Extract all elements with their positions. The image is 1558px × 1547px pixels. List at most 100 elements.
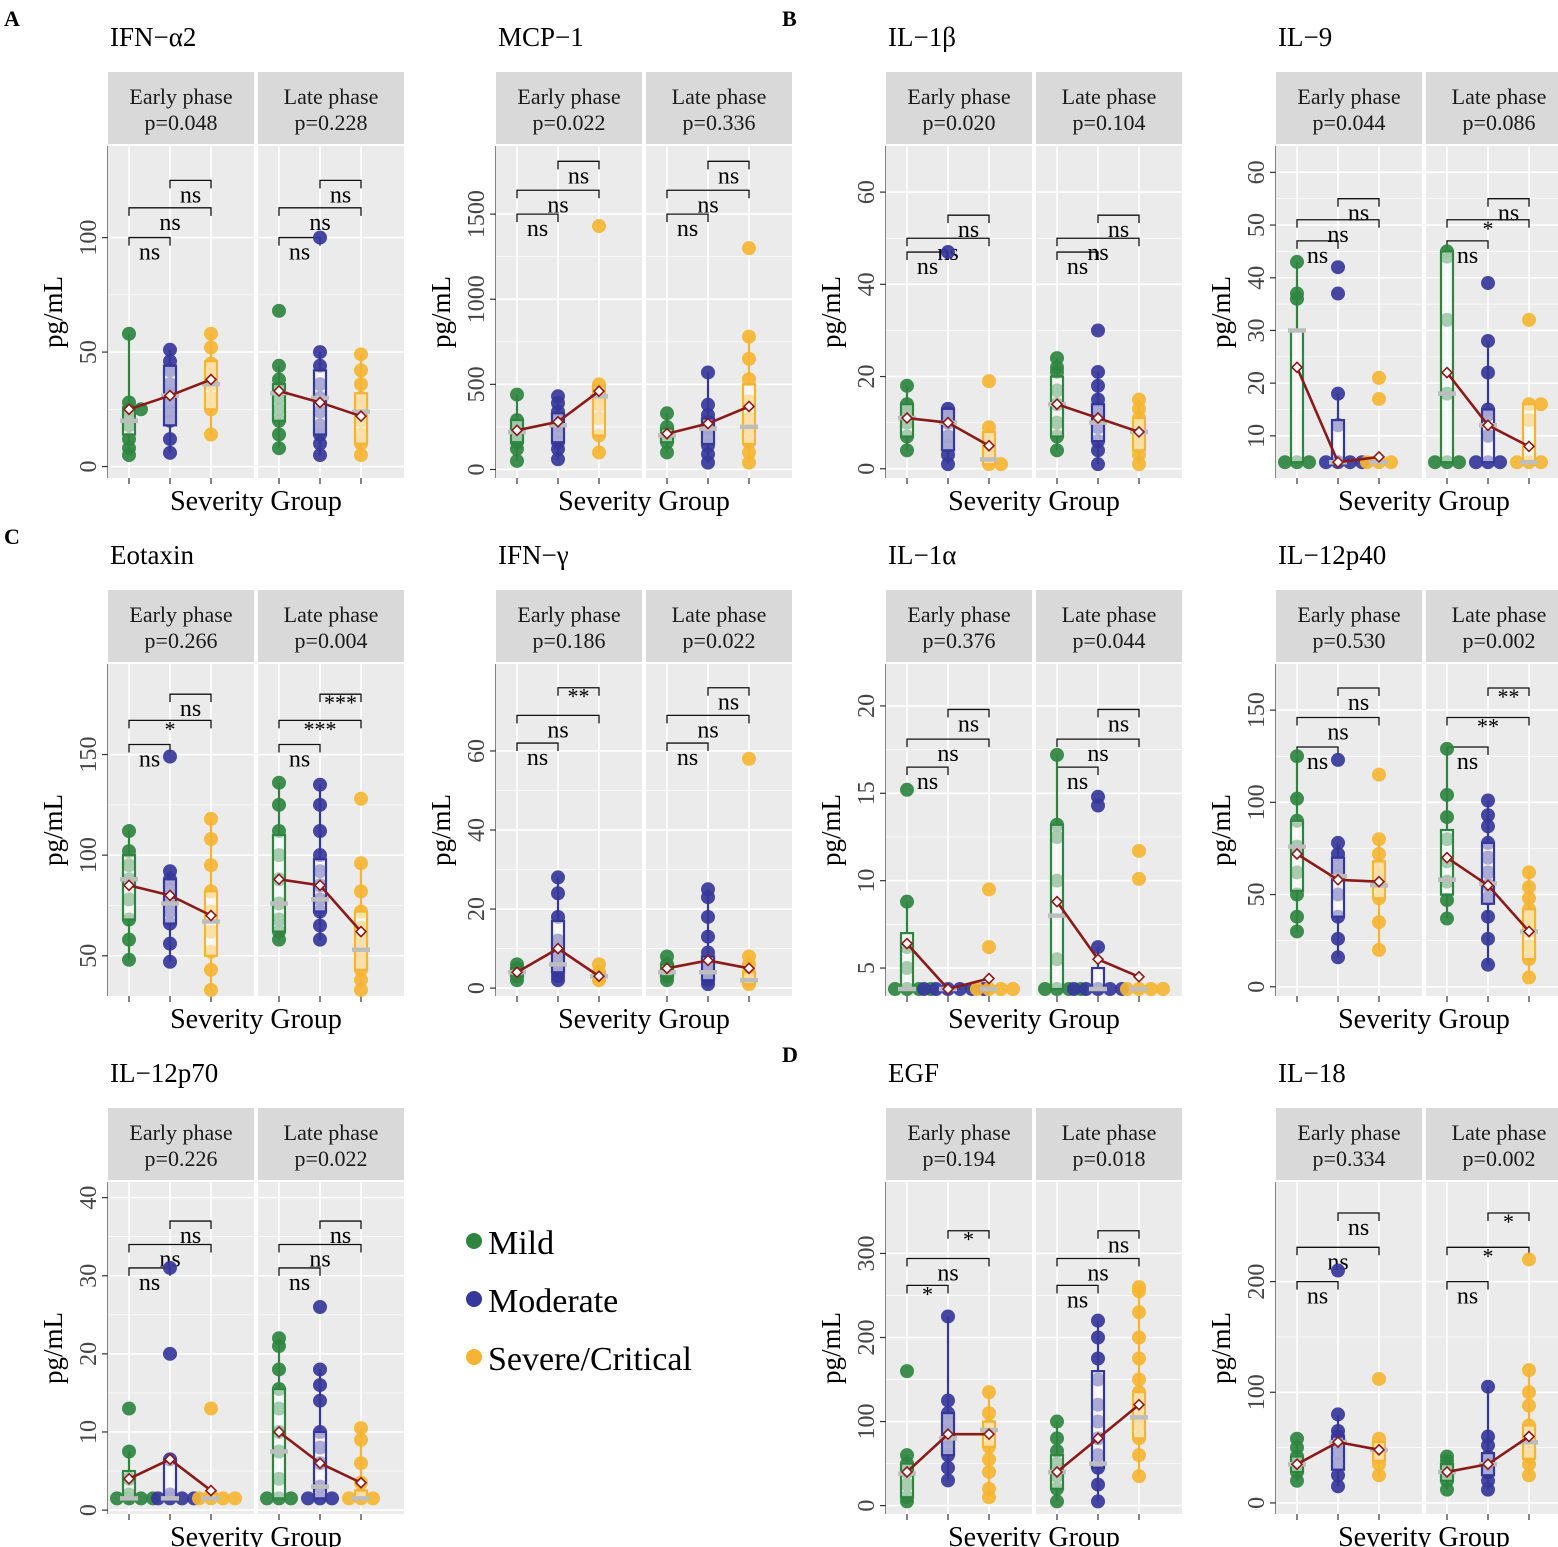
data-point xyxy=(941,245,955,260)
sig-bracket xyxy=(516,213,559,223)
data-point xyxy=(1006,982,1020,997)
box xyxy=(940,407,956,452)
sig-bracket xyxy=(707,687,750,696)
sig-label: * xyxy=(1503,1209,1514,1234)
facet-strip-pvalue: p=0.334 xyxy=(1313,1146,1386,1171)
mean-diamond xyxy=(1132,425,1146,439)
y-tick-label: 50 xyxy=(1244,213,1270,237)
sig-label: ns xyxy=(1307,1284,1328,1310)
sig-label: ns xyxy=(1087,741,1108,767)
data-point xyxy=(742,751,756,766)
sig-bracket xyxy=(1446,219,1530,228)
y-tick-label: 40 xyxy=(76,1186,102,1210)
sig-bracket xyxy=(278,1243,362,1253)
sig-bracket xyxy=(1487,198,1530,207)
y-tick-label: 15 xyxy=(854,781,880,805)
facet-strip-pvalue: p=0.048 xyxy=(145,110,218,135)
data-point xyxy=(1469,455,1483,470)
plot-title: IL−18 xyxy=(1278,1058,1346,1088)
mean-diamond xyxy=(1132,1398,1146,1411)
sig-label: ns xyxy=(159,210,180,236)
sig-bracket xyxy=(1056,738,1140,748)
sig-label: ns xyxy=(1457,1284,1478,1310)
facet-strip-title: Late phase xyxy=(1062,1120,1157,1145)
group-severe xyxy=(740,241,758,470)
y-tick-label: 60 xyxy=(1244,160,1270,184)
y-tick-label: 0 xyxy=(1244,981,1270,993)
sig-bracket xyxy=(947,708,990,718)
data-point xyxy=(122,1401,136,1416)
legend-label: Mild xyxy=(488,1225,554,1262)
sig-label: ns xyxy=(139,240,160,266)
group-mild xyxy=(1278,254,1316,470)
mean-diamond xyxy=(313,1457,327,1470)
group-severe xyxy=(202,811,220,997)
sig-label: ns xyxy=(309,210,330,236)
box xyxy=(1521,403,1537,464)
sig-label: ns xyxy=(1457,243,1478,269)
sig-label: ns xyxy=(937,741,958,767)
mean-diamond xyxy=(900,411,914,425)
sig-bracket xyxy=(319,1220,362,1230)
data-point xyxy=(592,219,606,234)
y-tick-label: 40 xyxy=(464,818,490,842)
y-axis: 50 100 150 pg/mL xyxy=(38,664,109,996)
group-severe xyxy=(1370,767,1388,957)
panel-letter: D xyxy=(782,1042,798,1067)
group-mild xyxy=(1048,351,1066,458)
facet-strip xyxy=(1036,72,1182,144)
plot-title: EGF xyxy=(888,1058,939,1088)
data-point xyxy=(982,940,996,955)
mean-diamond xyxy=(1522,440,1536,453)
sig-label: ns xyxy=(958,711,979,737)
mean-diamond xyxy=(1331,456,1345,469)
plot-title: IL−12p40 xyxy=(1278,540,1386,570)
data-point xyxy=(929,982,943,997)
facet-strip xyxy=(258,72,404,144)
y-axis-title: pg/mL xyxy=(426,794,456,866)
data-point xyxy=(1372,767,1386,782)
data-point xyxy=(1331,286,1345,301)
y-tick-label: 100 xyxy=(1244,784,1270,820)
x-axis-title: Severity Group xyxy=(1338,1522,1510,1547)
mean-diamond xyxy=(122,879,136,892)
y-tick-label: 30 xyxy=(76,1264,102,1288)
facet-strip-title: Late phase xyxy=(1452,84,1547,109)
group-severe xyxy=(970,882,1020,997)
mean-diamond xyxy=(1372,450,1386,464)
group-moderate xyxy=(1089,1313,1107,1509)
y-axis-title: pg/mL xyxy=(1206,1312,1236,1384)
sig-label: * xyxy=(922,1281,933,1306)
facet-strip-pvalue: p=0.022 xyxy=(295,1146,368,1171)
mean-diamond xyxy=(900,1465,914,1479)
sig-bracket xyxy=(1056,237,1140,247)
sig-label: ns xyxy=(718,690,739,716)
group-severe xyxy=(1120,843,1170,997)
y-axis: 0 100 200 300 pg/mL xyxy=(816,1182,887,1514)
sig-bracket xyxy=(169,179,212,189)
facet-strip-title: Early phase xyxy=(517,602,620,627)
sig-bracket xyxy=(947,1230,990,1239)
sig-label: ns xyxy=(139,746,160,772)
y-tick-label: 50 xyxy=(76,944,102,968)
sig-label: ns xyxy=(1348,690,1369,716)
y-axis: 0 20 40 60 pg/mL xyxy=(816,146,887,478)
plot-title: IL−9 xyxy=(1278,22,1332,52)
mean-diamond xyxy=(1050,895,1064,908)
group-mild xyxy=(1038,747,1088,997)
sig-bracket xyxy=(278,1267,321,1276)
facet-strip-title: Late phase xyxy=(284,602,379,627)
y-axis: 0 50 100 150 pg/mL xyxy=(1206,664,1277,996)
data-point xyxy=(1510,455,1524,470)
y-tick-label: 20 xyxy=(76,1342,102,1366)
chart-6: IL−1α 5 10 15 20 pg/mL Severity Group Early pha… xyxy=(816,540,1182,1035)
sig-bracket xyxy=(1337,1212,1380,1221)
x-axis-title: Severity Group xyxy=(170,1522,342,1547)
sig-label: ns xyxy=(309,1246,330,1272)
facet-strip-title: Late phase xyxy=(1452,602,1547,627)
mean-diamond xyxy=(1331,873,1345,886)
sig-label: * xyxy=(1483,216,1494,241)
